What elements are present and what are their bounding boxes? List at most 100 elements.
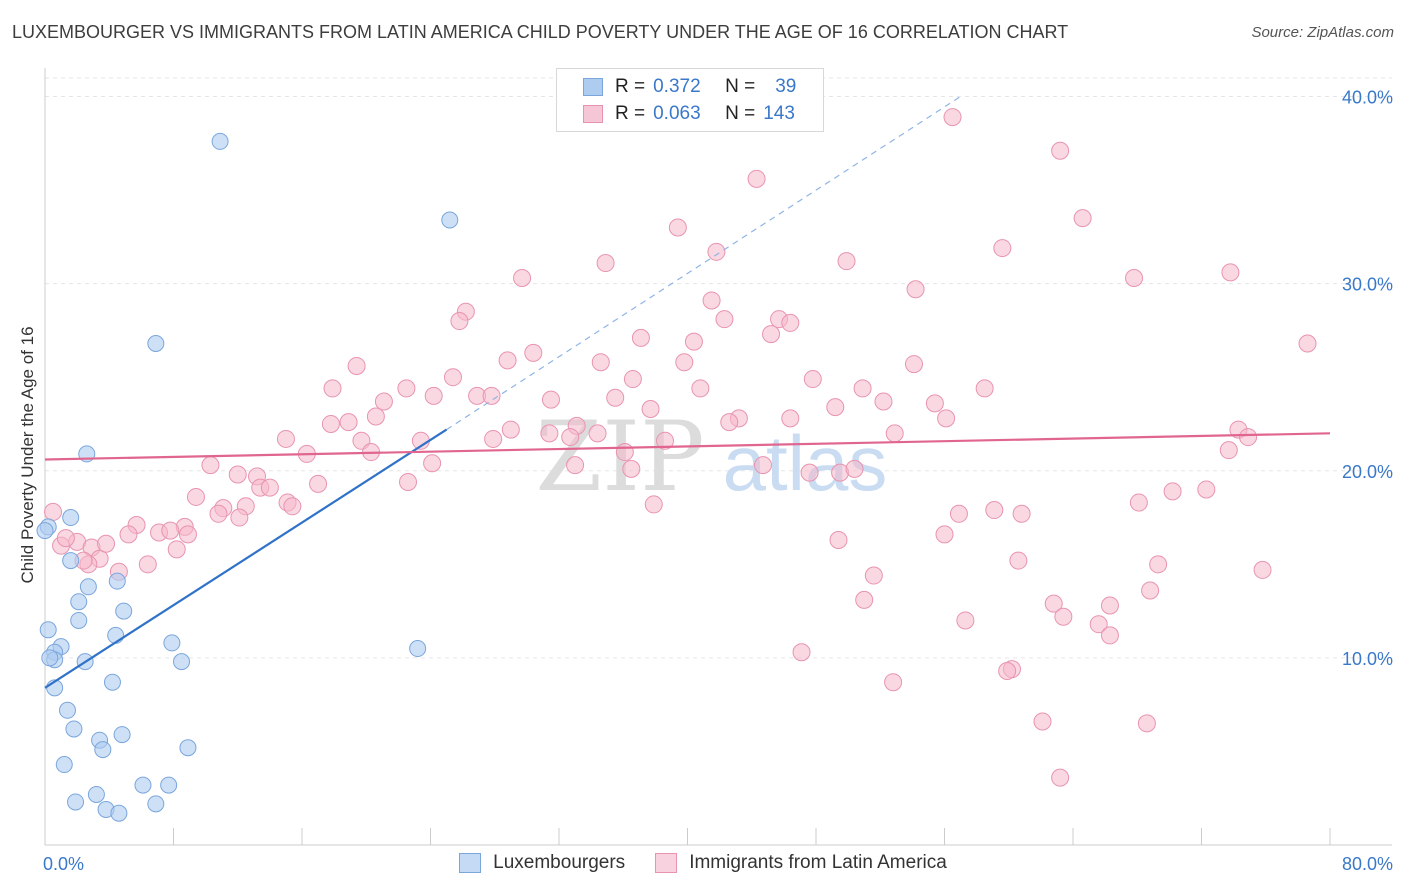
luxembourger-point <box>134 776 152 794</box>
latin-america-point <box>753 456 772 475</box>
gridlines <box>45 77 1392 659</box>
latin-america-point <box>167 540 186 559</box>
latin-america-point <box>874 392 893 411</box>
latin-america-point <box>201 456 220 475</box>
latin-america-point <box>1197 480 1216 499</box>
latin-america-point <box>884 673 903 692</box>
latin-america-point <box>715 310 734 329</box>
luxembourger-point <box>147 795 165 813</box>
latin-america-point <box>837 252 856 271</box>
latin-america-point <box>1221 263 1240 282</box>
latin-america-point <box>97 534 116 553</box>
latin-america-point <box>423 454 442 473</box>
legend-r-label: R = <box>615 103 646 124</box>
latin-america-point <box>541 390 560 409</box>
luxembourger-point <box>94 741 112 759</box>
luxembourger-point <box>113 726 131 744</box>
latin-america-point <box>993 239 1012 258</box>
luxembourger-point <box>36 522 54 540</box>
latin-america-point <box>668 218 687 237</box>
latin-america-point <box>283 497 302 516</box>
latin-america-point <box>424 386 443 405</box>
legend-label-luxembourgers: Luxembourgers <box>493 852 626 873</box>
latin-america-point <box>1129 493 1148 512</box>
latin-america-point <box>1100 596 1119 615</box>
latin-america-point <box>781 313 800 332</box>
latin-america-point <box>209 504 228 523</box>
luxembourger-point <box>58 701 76 719</box>
latin-america-point <box>845 459 864 478</box>
latin-america-point <box>347 356 366 375</box>
latin-america-point <box>826 398 845 417</box>
latin-america-point <box>1125 269 1144 288</box>
latin-america-point <box>450 312 469 331</box>
luxembourger-point <box>87 785 105 803</box>
latin-america-point <box>566 456 585 475</box>
luxembourger-point <box>67 793 85 811</box>
blue-swatch-icon <box>459 853 482 873</box>
legend-label-latin-america: Immigrants from Latin America <box>689 852 947 873</box>
latin-america-point <box>484 429 503 448</box>
latin-america-point <box>540 424 559 443</box>
latin-america-trend-line <box>44 432 1331 461</box>
y-tick-label: 10.0% <box>1342 649 1393 669</box>
legend-row-luxembourgers: R = 0.372 N = 39 <box>583 74 796 100</box>
legend-n-label: N = <box>725 76 756 97</box>
legend-n-value: 143 <box>763 103 795 124</box>
luxembourger-point <box>55 756 73 774</box>
latin-america-point <box>1009 551 1028 570</box>
latin-america-point <box>178 525 197 544</box>
latin-america-point <box>1149 555 1168 574</box>
latin-america-point <box>321 414 340 433</box>
luxembourger-point <box>70 593 88 611</box>
latin-america-point <box>702 291 721 310</box>
latin-america-point <box>588 424 607 443</box>
latin-america-point <box>561 428 580 447</box>
latin-america-point <box>1051 768 1070 787</box>
latin-america-point <box>1137 714 1156 733</box>
legend-n-label: N = <box>725 103 756 124</box>
y-tick-label: 20.0% <box>1342 462 1393 482</box>
latin-america-point <box>998 661 1017 680</box>
latin-america-point <box>482 386 501 405</box>
latin-america-point <box>762 325 781 344</box>
latin-america-point <box>1141 581 1160 600</box>
series-legend: Luxembourgers Immigrants from Latin Amer… <box>0 852 1406 874</box>
luxembourger-point <box>107 626 125 644</box>
luxembourger-point <box>108 572 126 590</box>
latin-america-point <box>656 431 675 450</box>
latin-america-point <box>792 643 811 662</box>
chart-title: LUXEMBOURGER VS IMMIGRANTS FROM LATIN AM… <box>12 22 1069 42</box>
latin-america-point <box>1012 504 1031 523</box>
legend-r-label: R = <box>615 76 646 97</box>
latin-america-point <box>44 502 63 521</box>
luxembourger-point <box>441 211 459 229</box>
latin-america-point <box>1239 428 1258 447</box>
watermark: ZIP atlas <box>535 401 887 513</box>
latin-america-point <box>1054 607 1073 626</box>
tick-labels: 10.0% 20.0% 30.0% 40.0% 0.0% 80.0% <box>43 88 1393 875</box>
latin-america-point <box>906 280 925 299</box>
correlation-legend: R = 0.372 N = 39 R = 0.063 N = 143 <box>556 68 824 132</box>
latin-america-point <box>374 392 393 411</box>
source-credit: Source: ZipAtlas.com <box>1251 24 1394 41</box>
latin-america-point <box>606 388 625 407</box>
latin-america-point <box>985 501 1004 520</box>
legend-r-value: 0.063 <box>653 103 701 124</box>
latin-america-point <box>622 459 641 478</box>
latin-america-point <box>691 379 710 398</box>
latin-america-point <box>138 555 157 574</box>
latin-america-point <box>309 474 328 493</box>
latin-america-point <box>904 355 923 374</box>
latin-america-point <box>937 409 956 428</box>
latin-america-point <box>675 353 694 372</box>
latin-america-point <box>366 407 385 426</box>
luxembourger-point <box>41 649 59 667</box>
luxembourger-point <box>115 602 133 620</box>
luxembourger-point <box>62 552 80 570</box>
pink-swatch-icon <box>583 105 603 123</box>
legend-item-luxembourgers: Luxembourgers <box>459 852 625 874</box>
latin-america-point <box>323 379 342 398</box>
latin-america-point <box>1163 482 1182 501</box>
latin-america-point <box>803 370 822 389</box>
